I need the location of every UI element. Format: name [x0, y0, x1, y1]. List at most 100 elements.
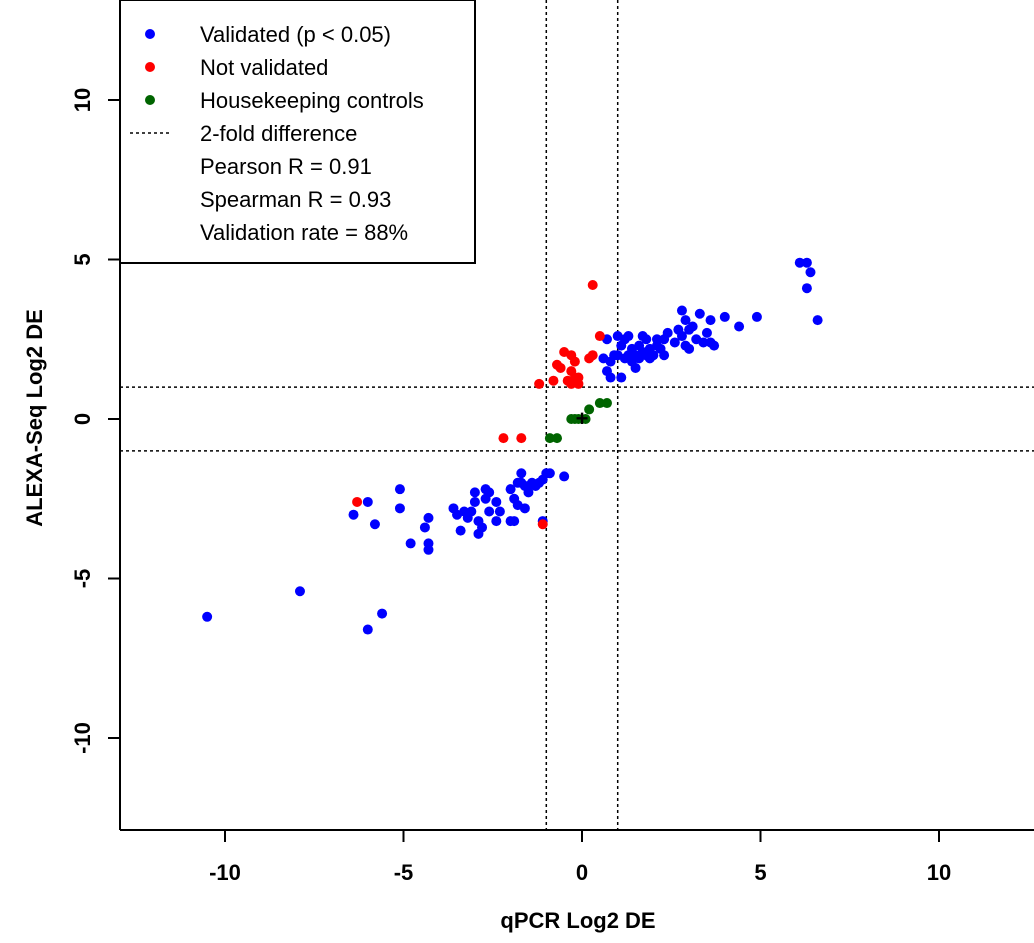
data-point	[794, 257, 805, 268]
data-point	[352, 496, 363, 507]
legend-label: Spearman R = 0.93	[200, 187, 391, 212]
data-point	[466, 506, 477, 517]
data-point	[594, 398, 605, 409]
series-housekeeping-controls	[544, 398, 612, 444]
x-axis: -10 -5 0 5 10	[209, 830, 951, 885]
legend-swatch	[145, 62, 155, 72]
data-point	[687, 321, 698, 332]
legend-box	[119, 0, 476, 264]
data-point	[684, 343, 695, 354]
data-point	[394, 484, 405, 495]
y-axis: -10 -5 0 5 10	[70, 88, 120, 754]
series-validated-p-0-05	[202, 257, 823, 635]
data-point	[498, 433, 509, 444]
data-point	[491, 516, 502, 527]
data-point	[377, 608, 388, 619]
data-point	[751, 311, 762, 322]
data-point	[544, 468, 555, 479]
data-point	[651, 334, 662, 345]
data-point	[705, 315, 716, 326]
x-tick-label: 0	[576, 860, 588, 885]
data-point	[659, 350, 670, 361]
data-point	[202, 611, 213, 622]
x-tick-label: -5	[394, 860, 414, 885]
origin-marker: +	[576, 406, 589, 431]
data-point	[544, 433, 555, 444]
legend-items: Validated (p < 0.05) Not validated Houseke…	[130, 22, 424, 245]
data-point	[394, 503, 405, 514]
x-tick-label: 10	[927, 860, 951, 885]
data-points: +	[202, 257, 823, 635]
data-point	[494, 506, 505, 517]
legend: Validated (p < 0.05) Not validated Houseke…	[119, 0, 476, 264]
y-tick-label: 5	[70, 253, 95, 265]
data-point	[709, 340, 720, 351]
data-point	[294, 586, 305, 597]
data-point	[580, 414, 591, 424]
data-point	[369, 519, 380, 530]
data-point	[648, 350, 659, 361]
y-tick-label: 10	[70, 88, 95, 112]
data-point	[719, 311, 730, 322]
data-point	[477, 522, 488, 533]
data-point	[587, 280, 598, 291]
data-point	[616, 372, 627, 383]
legend-label: Validation rate = 88%	[200, 220, 408, 245]
y-tick-label: -5	[70, 569, 95, 589]
data-point	[419, 522, 430, 533]
data-point	[548, 375, 559, 386]
data-point	[812, 315, 823, 326]
x-tick-label: -10	[209, 860, 241, 885]
data-point	[509, 516, 520, 527]
data-point	[423, 512, 434, 523]
data-point	[680, 315, 691, 326]
data-point	[362, 496, 373, 507]
legend-label: Pearson R = 0.91	[200, 154, 372, 179]
data-point	[676, 305, 687, 316]
data-point	[519, 503, 530, 514]
data-point	[559, 471, 570, 482]
legend-swatch	[145, 95, 155, 105]
data-point	[484, 487, 495, 498]
data-point	[534, 378, 545, 389]
data-point	[573, 414, 584, 424]
data-point	[423, 544, 434, 555]
data-point	[734, 321, 745, 332]
data-point	[698, 337, 709, 348]
data-point	[701, 327, 712, 338]
x-axis-title: qPCR Log2 DE	[500, 908, 655, 933]
data-point	[491, 496, 502, 507]
data-point	[516, 468, 527, 479]
data-point	[469, 496, 480, 507]
series-not-validated	[352, 280, 605, 530]
data-point	[612, 331, 623, 342]
data-point	[662, 327, 673, 338]
legend-swatch	[145, 29, 155, 39]
data-point	[552, 433, 563, 444]
data-point	[805, 267, 816, 278]
data-point	[601, 398, 612, 409]
data-point	[405, 538, 416, 549]
data-point	[637, 331, 648, 342]
data-point	[348, 509, 359, 520]
data-point	[566, 366, 577, 377]
data-point	[801, 257, 812, 268]
legend-label: Validated (p < 0.05)	[200, 22, 391, 47]
data-point	[594, 331, 605, 342]
data-point	[455, 525, 466, 536]
data-point	[584, 404, 595, 415]
data-point	[623, 331, 634, 342]
data-point	[555, 362, 566, 373]
legend-label: 2-fold difference	[200, 121, 357, 146]
y-tick-label: -10	[70, 722, 95, 754]
data-point	[362, 624, 373, 635]
data-point	[505, 484, 516, 495]
data-point	[669, 337, 680, 348]
data-point	[484, 506, 495, 517]
data-point	[569, 356, 580, 367]
data-point	[573, 378, 584, 389]
data-point	[537, 519, 548, 530]
data-point	[516, 433, 527, 444]
data-point	[801, 283, 812, 294]
